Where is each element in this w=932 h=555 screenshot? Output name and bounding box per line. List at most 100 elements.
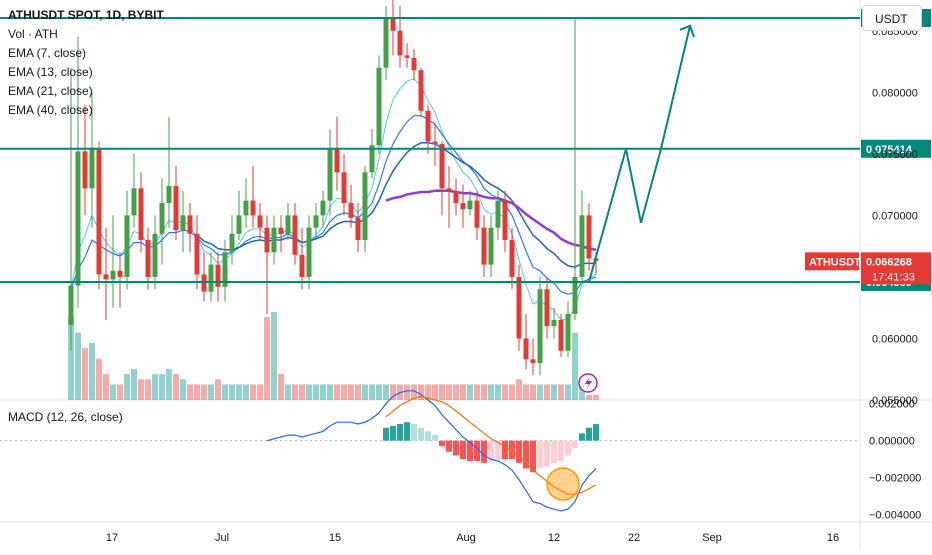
volume-bar [117,384,123,400]
volume-bar [159,374,165,400]
candle-body [222,252,228,287]
macd-histogram-bar [551,440,557,463]
volume-bar [180,379,186,400]
candle-body [110,270,116,280]
legend-volume[interactable]: Vol · ATH [8,27,58,41]
candle-body [537,289,543,364]
ema-7-line [70,78,597,321]
candle-body [131,188,137,216]
candle-body [320,200,326,216]
projection-path[interactable] [588,25,691,283]
volume-bar [201,384,207,400]
volume-bar [537,384,543,400]
volume-bar [446,384,452,400]
volume-bar [509,384,515,400]
volume-bar [334,384,340,400]
macd-histogram-bar [425,431,431,441]
volume-bar [229,384,235,400]
volume-bar [194,384,200,400]
macd-tick-label: −0.002000 [869,473,921,485]
candle-body [432,141,438,144]
legend-ema-7[interactable]: EMA (7, close) [8,46,87,60]
candle-body [376,67,382,146]
macd-legend[interactable]: MACD (12, 26, close) [8,410,123,424]
candle-body [306,227,312,277]
volume-bar [404,384,410,400]
candle-body [502,200,508,240]
volume-bar [110,384,116,400]
volume-bar [313,384,319,400]
legend-ema-40[interactable]: EMA (40, close) [8,103,93,117]
volume-bar [145,379,151,400]
volume-bar [439,384,445,400]
macd-histogram-bar [390,425,396,441]
candle-body [194,233,200,275]
candle-body [264,227,270,253]
volume-bar [460,384,466,400]
volume-bar [495,384,501,400]
candle-body [271,227,277,253]
candle-body [75,151,81,286]
macd-histogram-bar [453,440,459,456]
volume-bar [320,384,326,400]
candle-body [313,215,319,228]
projection-layer[interactable] [588,24,695,283]
candle-body [348,203,354,218]
macd-histogram-bar [432,435,438,441]
volume-bar [474,384,480,400]
volume-bar [271,312,277,400]
candle-body [390,18,396,31]
legend-title[interactable]: ATHUSDT SPOT, 1D, BYBIT [8,8,164,22]
candle-body [138,188,144,240]
volume-bar [257,384,263,400]
volume-bar [96,358,102,400]
candle-body [327,148,333,201]
volume-bar [208,384,214,400]
candle-body [166,185,172,204]
volume-bar [523,384,529,400]
volume-bar [383,384,389,400]
candle-body [96,148,102,275]
candle-body [586,215,592,259]
macd-histogram-bar [411,424,417,441]
candle-body [488,227,494,265]
level-price-tag [861,139,931,158]
currency-button[interactable]: USDT [862,5,922,31]
time-tick-label: 16 [827,532,839,544]
macd-histogram-bar [544,440,550,467]
volume-bar [593,394,599,400]
volume-bar [264,317,270,400]
volume-bar [390,384,396,400]
candle-body [544,289,550,327]
macd-histogram-bar [467,440,473,461]
macd-histogram-bar [579,433,585,441]
candle-body [243,200,249,216]
legend-ema-21[interactable]: EMA (21, close) [8,84,93,98]
chart-background [0,0,860,550]
macd-tick-label: −0.004000 [869,510,921,522]
volume-bar [222,384,228,400]
candle-body [572,276,578,314]
candle-body [215,264,221,287]
candle-body [411,57,417,71]
symbol-tag[interactable] [805,252,859,271]
volume-bar [173,374,179,400]
macd-histogram-bar [460,440,466,460]
volume-bar [341,384,347,400]
candle-body [68,285,74,325]
volume-bar [488,384,494,400]
volume-bar [362,384,368,400]
projection-arrowhead[interactable] [679,24,695,38]
volume-bar [551,384,557,400]
candle-body [334,148,340,173]
volume-bar [516,379,522,400]
legend-ema-13[interactable]: EMA (13, close) [8,65,93,79]
candle-body [439,144,445,189]
macd-tick-label: 0.000000 [869,436,915,448]
candle-body [369,145,375,173]
candle-body [117,270,123,277]
volume-bar [131,368,137,400]
candle-body [579,215,585,277]
